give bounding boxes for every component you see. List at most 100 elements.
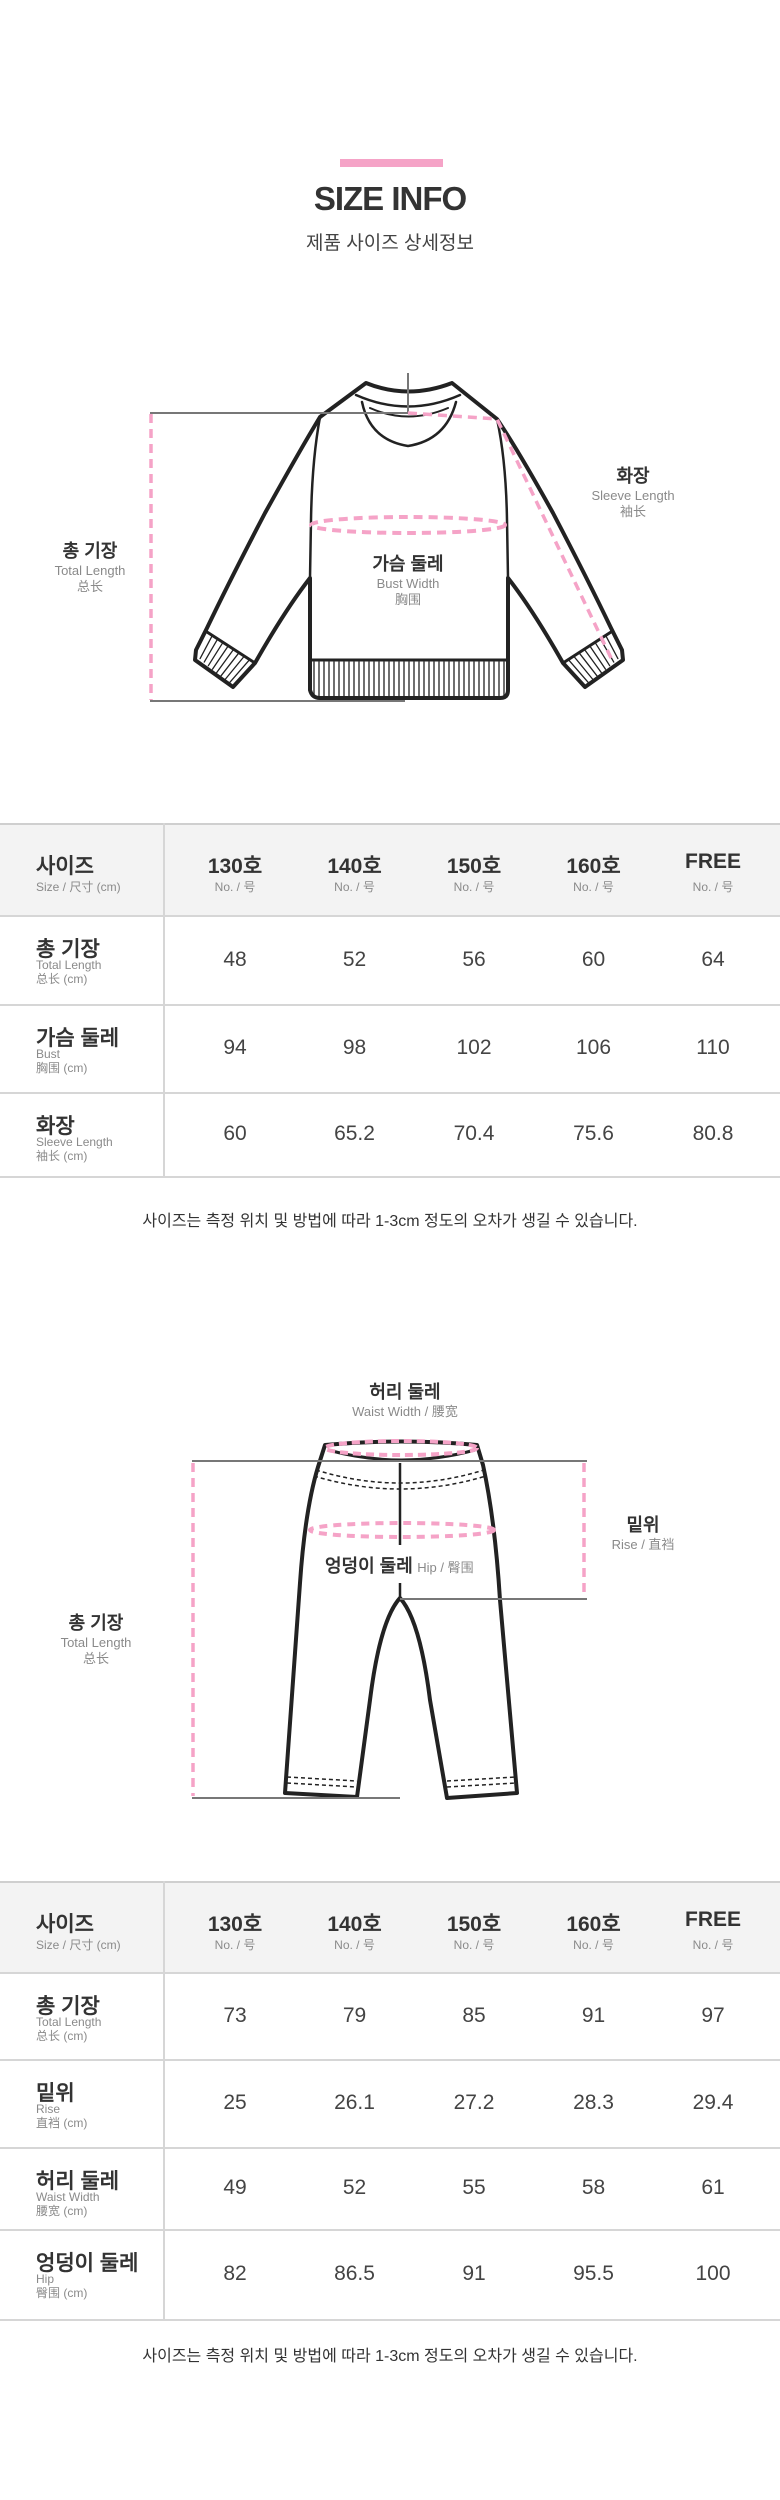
row-label-en: Waist Width [36, 2190, 100, 2204]
hip-dashed-ellipse [308, 1521, 496, 1539]
table-cell-value: 48 [223, 947, 247, 971]
row-label: 총 기장 [36, 1995, 100, 2018]
row-label-en: Total Length [36, 958, 102, 972]
page-subtitle: 제품 사이즈 상세정보 [306, 233, 474, 254]
waist-label-ko: 허리 둘레 [369, 1382, 441, 1402]
table-cell-value: 61 [701, 2176, 725, 2199]
rib-line [228, 658, 251, 685]
sleeve-dashed-line [407, 411, 614, 661]
table-cell-value: 55 [462, 2176, 486, 2199]
rib-line [199, 634, 213, 660]
row-label: 밑위 [36, 2082, 75, 2105]
sleeve-label-en: Sleeve Length [591, 488, 675, 503]
row-label-en: Bust [36, 1047, 61, 1061]
row-label-en: Sleeve Length [36, 1135, 113, 1149]
row-label-zh: 胸围 (cm) [36, 1061, 88, 1075]
size-column-sub: No. / 号 [692, 1938, 734, 1952]
pants-measure-lines [191, 1439, 587, 1799]
row-label: 가슴 둘레 [36, 1027, 120, 1050]
size-column-sub: No. / 号 [692, 880, 734, 894]
bust-label: 가슴 둘레 Bust Width 胸围 [372, 550, 443, 608]
size-column-header: FREE [684, 1908, 742, 1931]
table-cell-value: 98 [342, 1036, 367, 1059]
top-size-note: 사이즈는 측정 위치 및 방법에 따라 1-3cm 정도의 오차가 생길 수 있… [142, 1213, 638, 1230]
size-column-header: 130호 [207, 855, 263, 878]
table-cell-value: 85 [462, 2003, 486, 2027]
size-column-sub: No. / 号 [214, 1938, 256, 1952]
table-column-divider [163, 1881, 165, 2319]
rib-line [211, 645, 229, 670]
bust-dashed-ellipse [309, 515, 507, 535]
waist-dashed-ellipse [323, 1439, 479, 1457]
rib-line [589, 645, 607, 670]
size-column-header: FREE [684, 850, 742, 873]
table-cell-value: 73 [223, 2003, 247, 2027]
table-row-divider [0, 915, 780, 917]
rise-label-en: Rise / 直裆 [611, 1537, 675, 1552]
sleeve-label-zh: 袖长 [619, 504, 646, 519]
table-cell-value: 29.4 [692, 2091, 734, 2114]
pants-total-length-label-zh: 总长 [82, 1651, 109, 1666]
total-length-label-zh: 总长 [76, 579, 103, 594]
size-header-sub: Size / 尺寸 (cm) [36, 880, 121, 894]
cuff-right-top [561, 630, 613, 665]
bust-label-zh: 胸围 [394, 592, 421, 607]
rib-line [567, 658, 590, 685]
bottom-size-note: 사이즈는 측정 위치 및 방법에 따라 1-3cm 정도의 오차가 생길 수 있… [142, 2348, 638, 2365]
waist-stitch [313, 1469, 487, 1490]
size-column-header: 150호 [446, 1913, 502, 1936]
row-label-zh: 袖长 (cm) [36, 1149, 88, 1163]
waistband-bottom [327, 1448, 476, 1462]
row-label: 엉덩이 둘레 [36, 2252, 139, 2275]
sleeve-label-ko: 화장 [616, 466, 650, 486]
sleeve-label: 화장 Sleeve Length 袖长 [591, 462, 674, 520]
row-label-zh: 腰宽 (cm) [36, 2204, 88, 2218]
table-top-border [0, 1881, 780, 1883]
rib-line [594, 641, 611, 667]
size-column-sub: No. / 号 [453, 880, 495, 894]
bust-label-ko: 가슴 둘레 [372, 554, 444, 574]
collar-rib [369, 407, 449, 418]
table-cell-value: 91 [462, 2262, 486, 2285]
waist-label: 허리 둘레 Waist Width / 腰宽 [352, 1378, 458, 1420]
table-cell-value: 60 [581, 947, 606, 971]
size-column-header: 160호 [566, 855, 621, 878]
table-bottom-border [0, 1176, 780, 1178]
pants-total-length-label: 총 기장 Total Length 总长 [61, 1609, 132, 1667]
hip-label: 엉덩이 둘레 Hip / 臀围 [325, 1552, 474, 1578]
table-header-background [0, 823, 780, 915]
rib-lines [199, 634, 619, 697]
size-column-sub: No. / 号 [573, 1938, 614, 1952]
waist-label-en: Waist Width / 腰宽 [352, 1404, 458, 1419]
rib-line [599, 638, 615, 663]
sweatshirt-illustration [193, 381, 625, 700]
hip-label-en: Hip / 臀围 [417, 1560, 474, 1575]
rib-line [578, 652, 598, 677]
size-column-sub: No. / 号 [453, 1938, 495, 1952]
row-label-zh: 总长 (cm) [36, 2029, 88, 2043]
table-cell-value: 95.5 [573, 2262, 614, 2285]
rib-line [215, 648, 235, 674]
pants-illustration [283, 1439, 519, 1800]
table-cell-value: 28.3 [573, 2091, 614, 2114]
row-label-zh: 总长 (cm) [36, 972, 88, 986]
table-cell-value: 106 [575, 1036, 612, 1059]
row-label-en: Total Length [36, 2015, 102, 2029]
table-cell-value: 52 [342, 2176, 367, 2199]
rib-line [207, 641, 224, 667]
table-cell-value: 86.5 [334, 2262, 375, 2285]
rise-label: 밑위 Rise / 直裆 [612, 1511, 675, 1553]
row-label-zh: 臀围 (cm) [36, 2286, 88, 2300]
total-length-label-ko: 총 기장 [62, 541, 118, 561]
row-label-en: Rise [36, 2102, 61, 2116]
table-cell-value: 79 [342, 2003, 367, 2027]
pants-outline [283, 1439, 519, 1800]
rise-label-ko: 밑위 [626, 1515, 660, 1535]
table-bottom-border [0, 2319, 780, 2321]
table-cell-value: 52 [342, 947, 367, 971]
size-column-sub: No. / 号 [334, 880, 375, 894]
table-cell-value: 60 [223, 1122, 247, 1145]
rib-line [605, 634, 619, 660]
table-cell-value: 70.4 [453, 1122, 495, 1145]
table-cell-value: 64 [701, 947, 725, 971]
